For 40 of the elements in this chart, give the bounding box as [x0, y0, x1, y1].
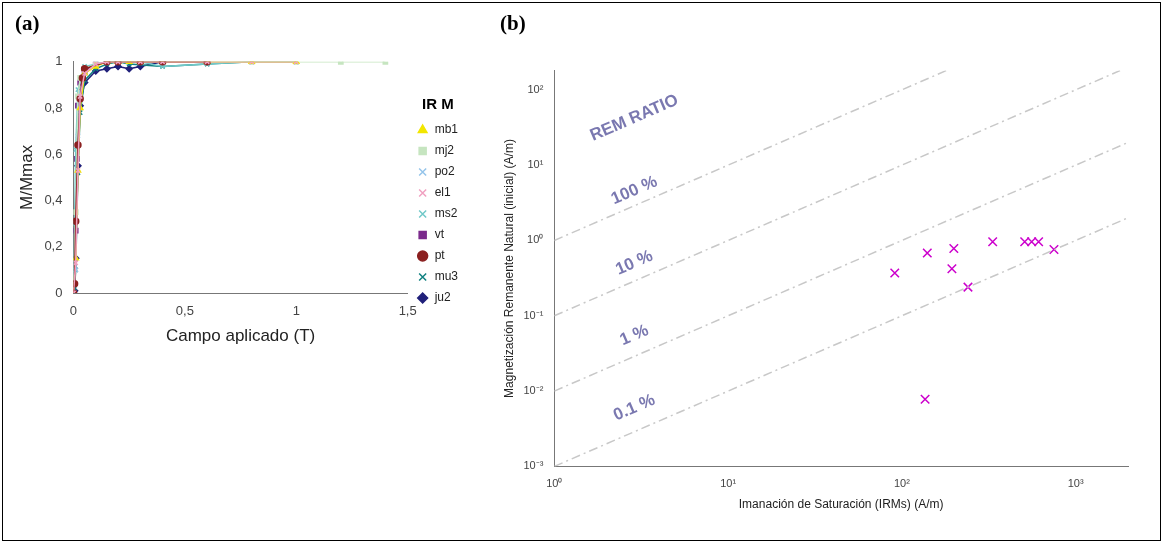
legend-label: pt: [434, 248, 446, 263]
legend-label: ms2: [434, 206, 458, 221]
legend-title: IR M: [421, 94, 454, 112]
x-axis-title: Imanación de Saturación (IRMs) (A/m): [738, 497, 944, 512]
y-tick-label: 0: [55, 284, 63, 300]
legend-label: po2: [434, 164, 455, 179]
y-tick-label: 10⁰: [527, 233, 544, 246]
y-tick-label: 0,6: [44, 145, 63, 161]
y-tick-label: 10²: [527, 82, 544, 95]
y-axis-title: M/Mmax: [16, 144, 36, 210]
x-tick-label: 10²: [893, 477, 911, 490]
legend-label: vt: [434, 227, 445, 242]
annotation: 100 %: [608, 171, 660, 209]
x-axis-title: Campo aplicado (T): [165, 326, 316, 346]
legend-label: ju2: [433, 290, 451, 305]
y-axis-title: Magnetización Remanente Natural (inicial) (A/m): [501, 139, 516, 398]
annotation: 0.1 %: [610, 389, 658, 425]
legend-label: mu3: [434, 269, 459, 284]
x-tick-label: 1,5: [398, 303, 417, 319]
x-tick-label: 0: [69, 303, 78, 319]
legend-label: mb1: [434, 122, 459, 137]
y-tick-label: 0,2: [44, 238, 63, 254]
x-tick-label: 1: [292, 303, 300, 319]
legend-label: el1: [434, 185, 451, 200]
y-tick-label: 10⁻³: [523, 459, 544, 472]
x-tick-label: 10⁰: [546, 477, 563, 490]
chart-title: (b): [500, 11, 526, 36]
annotation: 10 %: [612, 245, 656, 279]
y-tick-label: 10⁻¹: [523, 308, 544, 321]
y-tick-label: 0,8: [44, 99, 63, 115]
y-tick-label: 0,4: [44, 192, 63, 208]
y-tick-label: 1: [55, 53, 63, 69]
x-tick-label: 10³: [1067, 477, 1084, 490]
y-tick-label: 10⁻²: [523, 384, 544, 397]
chart-title: (a): [15, 11, 40, 36]
legend-label: mj2: [434, 143, 455, 158]
annotation: 1 %: [616, 320, 652, 350]
y-tick-label: 10¹: [527, 158, 544, 171]
x-tick-label: 0,5: [175, 303, 194, 319]
x-tick-label: 10¹: [720, 477, 737, 490]
